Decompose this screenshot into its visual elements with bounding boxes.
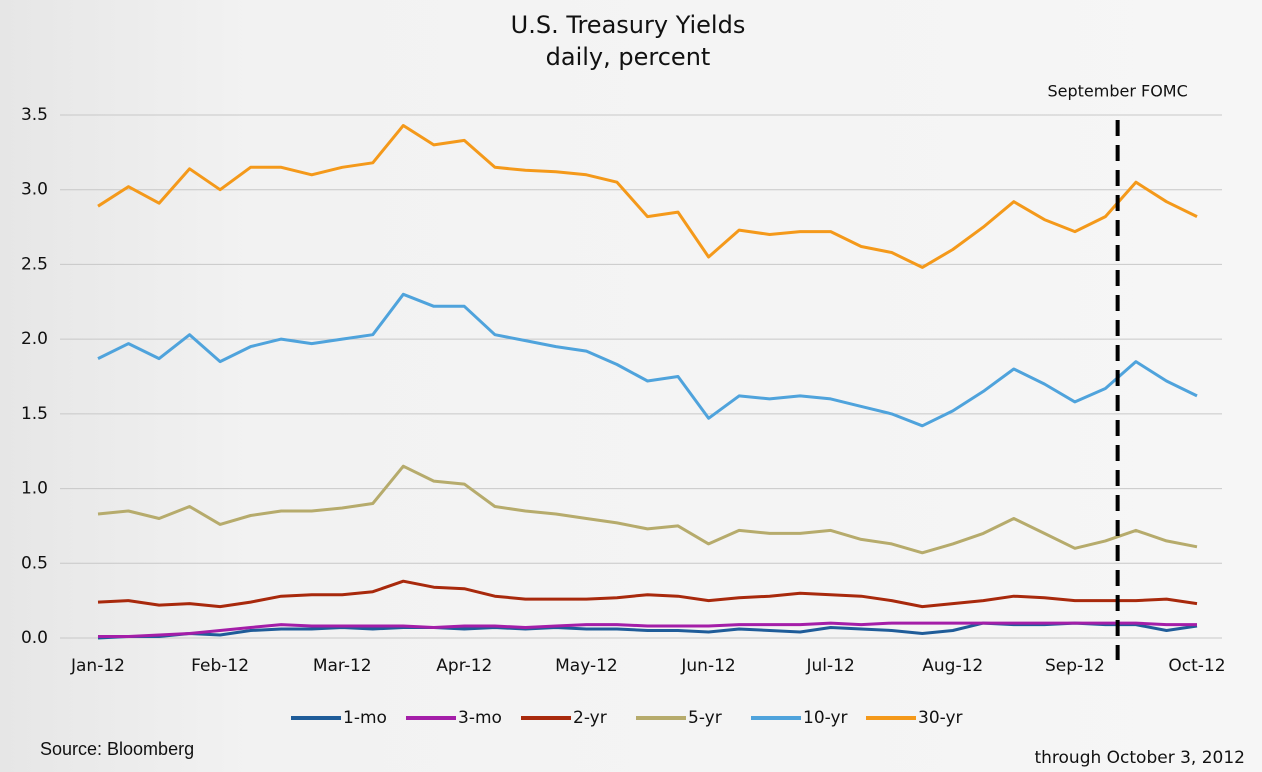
y-tick-label: 0.5 [21, 553, 48, 573]
source: Source: Bloomberg [40, 739, 194, 759]
legend-label: 10-yr [803, 708, 848, 728]
fomc-label: September FOMC [1047, 82, 1187, 101]
x-tick-label: Feb-12 [191, 656, 249, 676]
y-tick-label: 0.0 [21, 628, 48, 648]
x-tick-label: Apr-12 [436, 656, 492, 676]
series-line [98, 621, 1197, 638]
series-line [97, 292, 1198, 428]
legend-label: 30-yr [918, 708, 963, 728]
chart-subtitle: daily, percent [546, 43, 711, 71]
x-tick-label: Aug-12 [922, 656, 983, 676]
x-tick-label: Mar-12 [313, 656, 372, 676]
x-tick-label: May-12 [555, 656, 618, 676]
y-tick-label: 2.5 [21, 254, 48, 274]
series-line [97, 124, 1198, 269]
chart-title: U.S. Treasury Yields [511, 11, 746, 39]
x-tick-label: Sep-12 [1045, 656, 1105, 676]
y-tick-label: 3.5 [21, 105, 48, 125]
legend-label: 5-yr [688, 708, 722, 728]
legend-label: 1-mo [343, 708, 387, 728]
y-tick-label: 3.0 [21, 180, 48, 200]
y-tick-label: 1.5 [21, 404, 48, 424]
note: through October 3, 2012 [1034, 748, 1245, 768]
y-tick-label: 1.0 [21, 479, 48, 499]
series-line [97, 464, 1198, 555]
legend-label: 3-mo [458, 708, 502, 728]
y-tick-label: 2.0 [21, 329, 48, 349]
x-tick-label: Jan-12 [70, 656, 125, 676]
x-tick-label: Oct-12 [1168, 656, 1225, 676]
x-tick-label: Jul-12 [806, 656, 855, 676]
x-tick-label: Jun-12 [680, 656, 735, 676]
legend-label: 2-yr [573, 708, 607, 728]
series-line [97, 579, 1198, 609]
